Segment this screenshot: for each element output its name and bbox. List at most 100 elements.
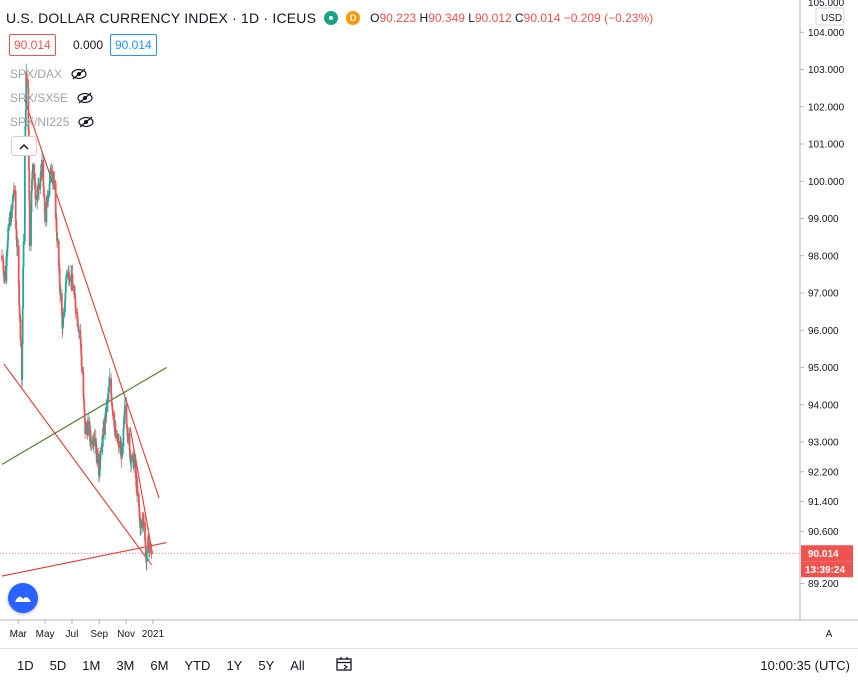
price-tick-label: 94.000: [808, 400, 839, 411]
price-axis: 105.000 104.000 103.000 102.000 101.000 100.0…: [0, 0, 853, 620]
candle-body: [118, 440, 120, 448]
candle-body: [102, 428, 105, 436]
candle-body: [36, 194, 39, 196]
candle-body: [23, 154, 26, 242]
timeframe-1d[interactable]: 1D: [17, 657, 34, 673]
candle-body: [101, 434, 104, 447]
candle-body: [133, 458, 136, 463]
candle-body: [25, 72, 28, 80]
timeframe-1y[interactable]: 1Y: [226, 657, 243, 673]
candle-body: [127, 433, 130, 439]
timeframe-1m[interactable]: 1M: [82, 657, 101, 673]
candle-body: [110, 378, 113, 395]
candle-body: [78, 329, 80, 331]
timeframe-3m[interactable]: 3M: [116, 657, 135, 673]
candles: [1, 63, 153, 571]
candle-body: [59, 293, 62, 295]
timeframe-5d[interactable]: 5D: [49, 657, 67, 673]
candle-body: [49, 168, 52, 174]
time-tick-label: Mar: [10, 629, 28, 640]
candle-body: [99, 459, 102, 470]
ohlc-readout: O90.223 H90.349 L90.012 C90.014 −0.209 (…: [370, 11, 653, 25]
eye-crossed-icon[interactable]: [76, 92, 94, 104]
candle-body: [6, 240, 9, 249]
candle-body: [39, 178, 42, 190]
candle-body: [113, 412, 116, 427]
collapse-legend-button[interactable]: [11, 136, 37, 156]
candle-body: [30, 212, 32, 246]
candle-body: [2, 270, 5, 276]
timeframe-ytd[interactable]: YTD: [184, 657, 211, 673]
candle-body: [89, 430, 92, 439]
candle-body: [5, 256, 8, 282]
candle-body: [19, 319, 22, 341]
time-axis: Mar May Jul Sep Nov 2021 A: [0, 619, 858, 640]
candle-body: [150, 552, 153, 554]
time-tick-label: 2021: [142, 629, 165, 640]
candle-body: [12, 195, 14, 201]
candle-body: [135, 479, 138, 493]
timeframe-all[interactable]: All: [290, 657, 305, 673]
spread-value: 0.000: [73, 38, 104, 52]
auto-scale-button[interactable]: A: [826, 629, 833, 640]
candle-body: [58, 265, 61, 269]
eye-crossed-icon[interactable]: [70, 68, 88, 80]
high-label: H: [419, 11, 429, 25]
price-tick-label: 95.000: [808, 363, 839, 374]
time-tick-label: May: [36, 629, 55, 640]
candle-body: [123, 407, 126, 415]
candle-body: [11, 200, 14, 210]
candle-body: [142, 521, 145, 523]
symbol-title[interactable]: U.S. DOLLAR CURRENCY INDEX · 1D · ICEUS: [6, 10, 317, 26]
last-price-label: 90.014: [808, 549, 839, 560]
compare-symbol-spx-ni225[interactable]: SPX/NI225: [10, 115, 95, 129]
tradingview-logo-icon[interactable]: [8, 583, 38, 613]
timeframe-6m[interactable]: 6M: [150, 657, 169, 673]
timeframe-5y[interactable]: 5Y: [258, 657, 275, 673]
candle-body: [33, 164, 36, 180]
eye-crossed-icon[interactable]: [77, 116, 95, 128]
candle-body: [33, 179, 36, 184]
time-tick-label: Sep: [90, 629, 108, 640]
candle-body: [28, 201, 31, 246]
compare-label: SPX/NI225: [10, 115, 70, 129]
date-range-button[interactable]: [335, 656, 353, 675]
delayed-data-badge[interactable]: D: [346, 11, 361, 25]
candle-body: [62, 318, 65, 327]
candle-body: [6, 248, 9, 257]
candle-body: [116, 436, 119, 443]
candle-body: [90, 440, 93, 445]
candle-body: [141, 520, 143, 525]
countdown-tag: [801, 561, 853, 578]
candle-body: [19, 314, 21, 320]
compare-symbol-spx-dax[interactable]: SPX/DAX: [10, 67, 88, 81]
candle-body: [111, 402, 113, 406]
candle-body: [88, 421, 91, 438]
market-status-icon[interactable]: [324, 11, 339, 25]
candle-body: [133, 462, 135, 468]
candle-body: [113, 426, 116, 432]
utc-clock[interactable]: 10:00:35 (UTC): [760, 658, 850, 673]
change-value: −0.209 (−0.23%): [563, 11, 654, 25]
price-tick-label: 92.200: [808, 467, 839, 478]
candle-body: [1, 255, 3, 260]
compare-symbol-spx-sx5e[interactable]: SPX/SX5E: [10, 91, 94, 105]
price-tick-label: 91.400: [808, 497, 839, 508]
candle-body: [74, 299, 77, 309]
candle-body: [80, 355, 83, 367]
ask-price-box[interactable]: 90.014: [110, 34, 157, 56]
candle-body: [104, 407, 107, 421]
price-tick-label: 103.000: [808, 65, 845, 76]
candle-body: [83, 410, 86, 420]
candle-body: [128, 433, 131, 450]
last-price-box[interactable]: 90.014: [9, 34, 56, 56]
candle-body: [121, 446, 124, 458]
open-value: 90.223: [379, 11, 417, 25]
candle-body: [122, 420, 125, 429]
price-tick-label: 97.000: [808, 289, 839, 300]
price-tick-label: 105.000: [808, 0, 845, 9]
candle-body: [34, 198, 37, 200]
chart-canvas[interactable]: 105.000 104.000 103.000 102.000 101.000 100.0…: [0, 0, 858, 648]
time-tick-label: Nov: [117, 629, 135, 640]
compare-label: SPX/SX5E: [10, 91, 69, 105]
